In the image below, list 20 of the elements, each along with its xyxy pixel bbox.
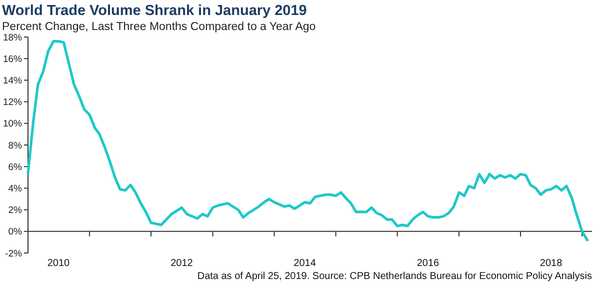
y-tick-label: 6% [8,162,23,173]
y-tick-label: -2% [5,248,23,260]
y-tick-label: 8% [8,140,23,152]
x-tick-label: 2010 [47,258,70,269]
y-tick-label: 0% [8,226,23,238]
line-series [26,40,589,242]
y-tick-label: 10% [2,118,23,130]
y-tick-label: 16% [2,54,23,65]
x-tick-label: 2018 [540,258,563,269]
y-tick-label: 12% [2,97,23,108]
y-tick-label: 18% [2,32,23,44]
text: Data as of April 25, 2019. Source: CPB Netherlands Bureau for Economic Policy Analysis [197,271,592,282]
x-tick-label: 2014 [294,258,316,269]
y-tick-label: 2% [8,205,23,216]
x-tick-label: 2016 [416,258,440,269]
x-tick-label: 2012 [170,258,194,269]
chart-subtitle: Percent Change, Last Three Months Compared to a Year Ago [2,21,316,33]
y-tick-label: 14% [2,76,23,87]
y-tick-label: 4% [8,184,23,195]
chart-title: World Trade Volume Shrank in January 2019 [2,3,307,19]
